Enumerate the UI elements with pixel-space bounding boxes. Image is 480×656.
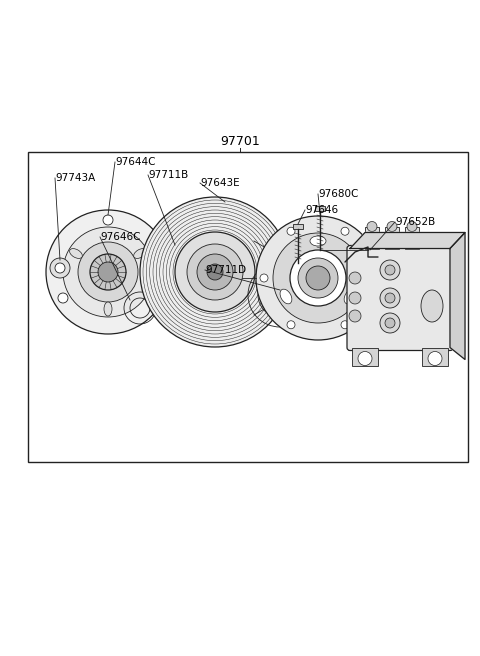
- Circle shape: [341, 321, 349, 329]
- Circle shape: [380, 288, 400, 308]
- Circle shape: [385, 318, 395, 328]
- Circle shape: [273, 233, 363, 323]
- Text: 97646: 97646: [305, 205, 338, 215]
- Text: 97701: 97701: [220, 135, 260, 148]
- Circle shape: [306, 266, 330, 290]
- Circle shape: [349, 310, 361, 322]
- Circle shape: [63, 227, 153, 317]
- Bar: [405, 226, 419, 249]
- Circle shape: [380, 260, 400, 280]
- Bar: [352, 348, 378, 365]
- Text: 97743A: 97743A: [55, 173, 95, 183]
- Ellipse shape: [421, 290, 443, 322]
- Circle shape: [148, 293, 158, 303]
- Circle shape: [98, 262, 118, 282]
- Circle shape: [380, 313, 400, 333]
- Circle shape: [103, 215, 113, 225]
- Bar: [365, 226, 379, 249]
- Text: 97680C: 97680C: [318, 189, 359, 199]
- Circle shape: [55, 263, 65, 273]
- Circle shape: [58, 293, 68, 303]
- Ellipse shape: [70, 249, 83, 258]
- Circle shape: [90, 254, 126, 290]
- Polygon shape: [350, 232, 465, 249]
- Bar: [28, 152, 468, 462]
- Circle shape: [287, 227, 295, 236]
- Circle shape: [256, 216, 380, 340]
- Ellipse shape: [133, 249, 146, 258]
- Circle shape: [367, 222, 377, 232]
- Circle shape: [298, 258, 338, 298]
- Circle shape: [368, 274, 376, 282]
- Circle shape: [78, 242, 138, 302]
- Circle shape: [207, 264, 223, 280]
- Ellipse shape: [310, 236, 326, 246]
- Circle shape: [175, 232, 255, 312]
- Circle shape: [428, 352, 442, 365]
- Circle shape: [358, 352, 372, 365]
- Text: 97652B: 97652B: [395, 217, 435, 227]
- Circle shape: [349, 292, 361, 304]
- Text: 97711B: 97711B: [148, 170, 188, 180]
- Circle shape: [140, 197, 290, 347]
- Circle shape: [385, 265, 395, 275]
- Text: 97646C: 97646C: [100, 232, 141, 242]
- Circle shape: [50, 258, 70, 278]
- Circle shape: [387, 222, 397, 232]
- Polygon shape: [450, 232, 465, 359]
- Bar: [293, 224, 303, 229]
- Circle shape: [197, 254, 233, 290]
- Circle shape: [287, 321, 295, 329]
- Bar: [315, 206, 325, 211]
- Ellipse shape: [104, 302, 112, 316]
- Circle shape: [407, 222, 417, 232]
- Bar: [422, 348, 448, 365]
- Circle shape: [290, 250, 346, 306]
- Circle shape: [349, 272, 361, 284]
- Circle shape: [187, 244, 243, 300]
- Bar: [385, 226, 399, 249]
- Circle shape: [260, 274, 268, 282]
- Ellipse shape: [344, 289, 356, 304]
- Circle shape: [385, 293, 395, 303]
- Ellipse shape: [280, 289, 292, 304]
- Text: 97644C: 97644C: [115, 157, 156, 167]
- Circle shape: [46, 210, 170, 334]
- Text: 97643E: 97643E: [200, 178, 240, 188]
- Circle shape: [341, 227, 349, 236]
- FancyBboxPatch shape: [347, 245, 453, 350]
- Text: 97711D: 97711D: [205, 265, 246, 275]
